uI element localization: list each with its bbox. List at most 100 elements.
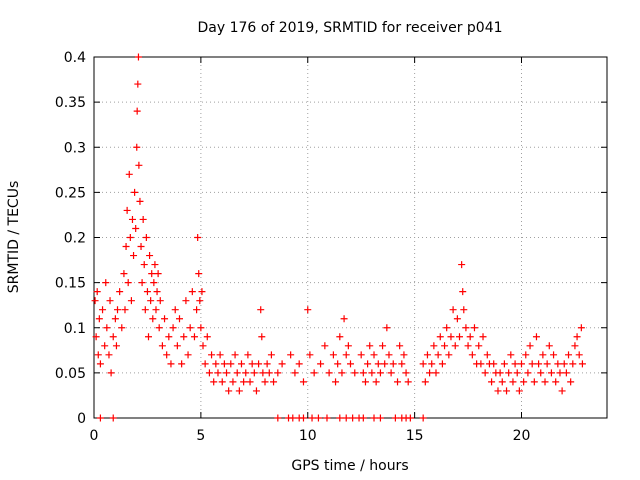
data-point [562,369,570,377]
data-point [488,378,496,386]
data-point [389,360,397,368]
data-point [194,234,202,241]
data-point [190,333,198,341]
data-point [101,342,109,350]
data-point [240,378,248,386]
data-point [250,369,258,377]
y-tick-label: 0.4 [64,50,86,66]
data-point [265,369,273,377]
data-point [426,369,434,377]
data-point [289,414,297,422]
data-point [244,351,252,359]
data-point [349,414,357,422]
data-point [558,387,566,395]
data-point [387,369,395,377]
data-point [310,369,318,377]
data-point [466,333,474,341]
data-point [267,351,275,359]
data-point [522,351,530,359]
data-point [428,360,436,368]
data-point [122,243,130,251]
data-point [340,315,348,323]
data-point [336,414,344,422]
data-point [434,351,442,359]
data-point [112,342,120,350]
data-point [259,369,267,377]
data-point [383,324,391,332]
data-point [462,324,470,332]
data-point [449,306,457,314]
data-point [147,297,155,305]
data-point [447,333,455,341]
data-point [475,342,483,350]
data-point [460,306,468,314]
data-point [111,315,119,323]
data-point [246,378,254,386]
data-point [173,342,181,350]
data-point [366,342,374,350]
grid-lines [94,57,607,418]
data-point [361,378,369,386]
data-point [205,369,213,377]
data-point [91,297,99,305]
data-point [419,414,427,422]
data-point [323,414,331,422]
data-point [225,387,233,395]
data-point [182,297,190,305]
data-point [479,333,487,341]
data-point [120,270,128,278]
data-point [372,378,380,386]
x-tick-label: 0 [90,428,99,444]
data-point [509,378,517,386]
data-point [188,288,196,296]
data-point [325,369,333,377]
data-point [103,324,111,332]
data-point [270,378,278,386]
data-point [432,369,440,377]
data-point [197,324,205,332]
data-point [242,369,250,377]
data-point [96,414,104,422]
data-point [227,360,235,368]
data-point [334,360,342,368]
data-point [423,351,431,359]
data-point [573,333,581,341]
y-tick-label: 0 [77,411,86,427]
y-axis-title: SRMTID / TECUs [6,181,22,294]
data-point [571,342,579,350]
x-axis-title: GPS time / hours [291,458,408,474]
data-point [379,342,387,350]
data-point [342,414,350,422]
data-point [116,288,124,296]
data-point [481,369,489,377]
data-point [500,360,508,368]
data-point [456,333,464,341]
data-point [338,369,346,377]
data-point [560,360,568,368]
data-point [135,161,143,169]
data-point [569,360,577,368]
data-point [295,360,303,368]
data-point [567,378,575,386]
data-point [163,351,171,359]
data-point [430,342,438,350]
data-point [138,279,146,287]
data-point [376,414,384,422]
data-point [165,333,173,341]
data-point [554,360,562,368]
y-tick-label: 0.2 [64,231,86,247]
data-point [184,351,192,359]
data-point [468,351,476,359]
data-point [556,369,564,377]
data-point [123,206,131,214]
data-point [368,369,376,377]
data-point [347,360,354,368]
data-point [274,414,282,422]
y-tick-label: 0.1 [64,321,86,337]
data-point [299,414,307,422]
data-point [539,351,547,359]
data-point [93,288,101,296]
data-point [233,369,241,377]
data-point [134,80,142,88]
data-point [126,234,134,241]
